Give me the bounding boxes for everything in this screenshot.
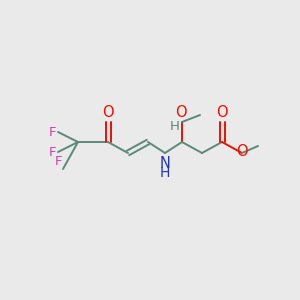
Text: O: O <box>236 145 248 160</box>
Text: F: F <box>49 125 56 139</box>
Text: O: O <box>102 105 114 120</box>
Text: F: F <box>55 155 62 168</box>
Text: F: F <box>49 146 56 158</box>
Text: H: H <box>170 120 180 133</box>
Text: H: H <box>160 166 170 180</box>
Text: O: O <box>175 105 187 120</box>
Text: O: O <box>216 105 228 120</box>
Text: N: N <box>160 156 170 171</box>
